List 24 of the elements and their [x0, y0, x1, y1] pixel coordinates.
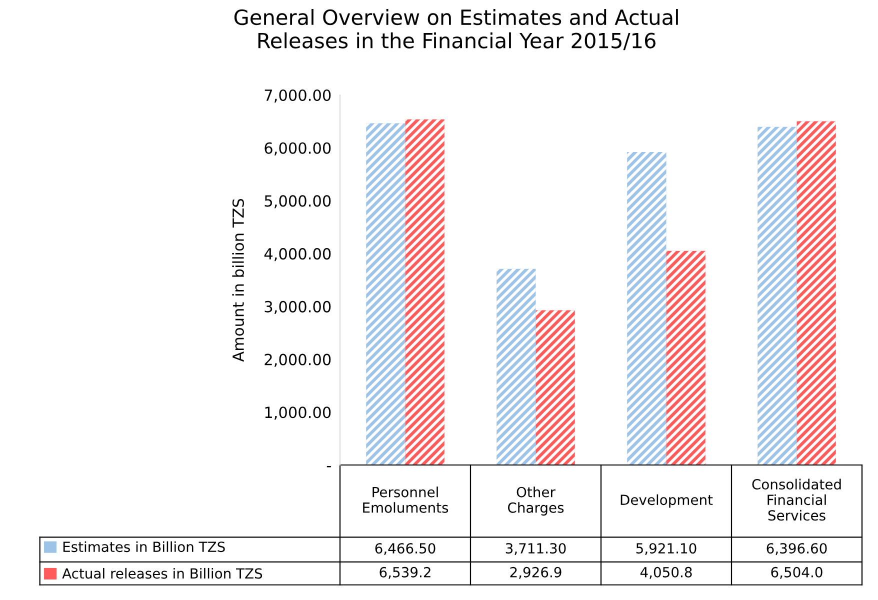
x-tick-label: Development	[620, 494, 713, 508]
legend-label: Actual releases in Billion TZS	[62, 568, 262, 579]
data-label: 2,926.9	[510, 566, 562, 579]
y-tick-label: 4,000.00	[264, 248, 331, 262]
data-label: 6,539.2	[380, 566, 430, 579]
y-tick-label: 5,000.00	[264, 195, 331, 208]
x-tick-label: Personnel Emoluments	[363, 486, 448, 513]
y-tick-label: -	[326, 466, 331, 468]
y-tick-label: 3,000.00	[264, 300, 331, 314]
chart-title: General Overview on Estimates and Actual Releases in the Financial Year 2015/16	[234, 9, 678, 50]
data-label: 3,711.30	[506, 543, 566, 555]
y-tick-label: 2,000.00	[264, 354, 331, 367]
x-tick-label: Other Charges	[508, 486, 564, 516]
y-axis-title: Amount in billion TZS	[232, 198, 244, 362]
y-tick-label: 1,000.00	[265, 406, 331, 420]
data-label: 4,050.8	[640, 566, 692, 579]
data-label: 5,921.10	[636, 543, 696, 555]
data-label: 6,466.50	[375, 543, 436, 555]
x-tick-label: Consolidated Financial Services	[752, 478, 841, 521]
data-label: 6,396.60	[766, 543, 827, 555]
data-label: 6,504.0	[771, 566, 822, 579]
y-tick-label: 6,000.00	[264, 142, 331, 156]
y-tick-label: 7,000.00	[264, 89, 331, 103]
legend-label: Estimates in Billion TZS	[63, 541, 225, 552]
